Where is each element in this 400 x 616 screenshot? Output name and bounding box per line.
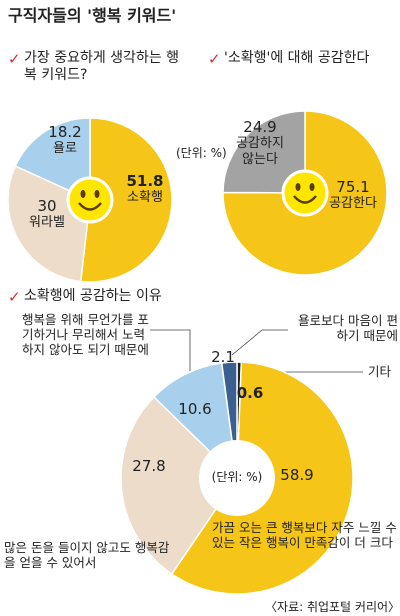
check-icon: ✓ <box>8 288 21 306</box>
category-label: 공감한다 <box>329 196 377 211</box>
smiley-eye <box>309 183 315 191</box>
smiley-face <box>66 176 114 224</box>
value-label: 58.9 <box>280 466 314 484</box>
value-label: 30 <box>37 197 57 215</box>
pie-slice <box>222 110 306 194</box>
category-label: 소확행 <box>127 190 163 205</box>
center-hole <box>199 440 275 516</box>
pie-slice <box>222 110 388 276</box>
value-label: 10.6 <box>178 400 212 418</box>
value-label: 24.9 <box>243 118 277 136</box>
pie-slice <box>120 395 238 575</box>
category-label: 욜로 <box>53 141 77 156</box>
value-label: 18.2 <box>48 123 82 141</box>
smiley-mouth <box>293 195 317 204</box>
unit-note: (단위: %) <box>176 146 227 160</box>
smiley-eye <box>295 183 301 191</box>
category-label: 가끔 오는 큰 행복보다 자주 느낄 수 있는 작은 행복이 만족감이 더 크다 <box>212 520 397 550</box>
category-label: 많은 돈을 들이지 않고도 행복감을 얻을 수 있어서 <box>4 540 170 570</box>
smiley-face <box>281 169 329 217</box>
value-label: 0.6 <box>236 384 264 402</box>
smiley-eye <box>94 190 100 198</box>
chart-title: 가장 중요하게 생각하는 행복 키워드? <box>24 50 180 83</box>
category-label: 욜로보다 마음이 편하기 때문에 <box>298 313 398 343</box>
page-title: 구직자들의 '행복 키워드' <box>8 6 177 25</box>
smiley-eye <box>80 190 86 198</box>
chart-title: '소확행'에 대해 공감한다 <box>224 50 370 66</box>
category-label: 기타 <box>368 364 392 379</box>
chart-title: 소확행에 공감하는 이유 <box>24 288 162 304</box>
value-label: 27.8 <box>132 457 166 475</box>
category-label: 워라벨 <box>29 215 65 230</box>
source: 〈자료: 취업포털 커리어〉 <box>265 600 400 614</box>
value-label: 51.8 <box>126 172 164 190</box>
unit-note: (단위: %) <box>211 470 263 484</box>
check-icon: ✓ <box>8 50 21 68</box>
smiley-mouth <box>78 202 102 211</box>
pie-slice <box>14 117 91 202</box>
value-label: 75.1 <box>336 178 370 196</box>
category-label: 공감하지 않는다 <box>236 136 284 167</box>
pie-slice <box>79 117 173 283</box>
value-label: 2.1 <box>211 348 235 366</box>
category-label: 행복을 위해 무언가를 포기하거나 무리해서 노력하지 않아도 되기 때문에 <box>22 312 149 357</box>
check-icon: ✓ <box>208 50 221 68</box>
